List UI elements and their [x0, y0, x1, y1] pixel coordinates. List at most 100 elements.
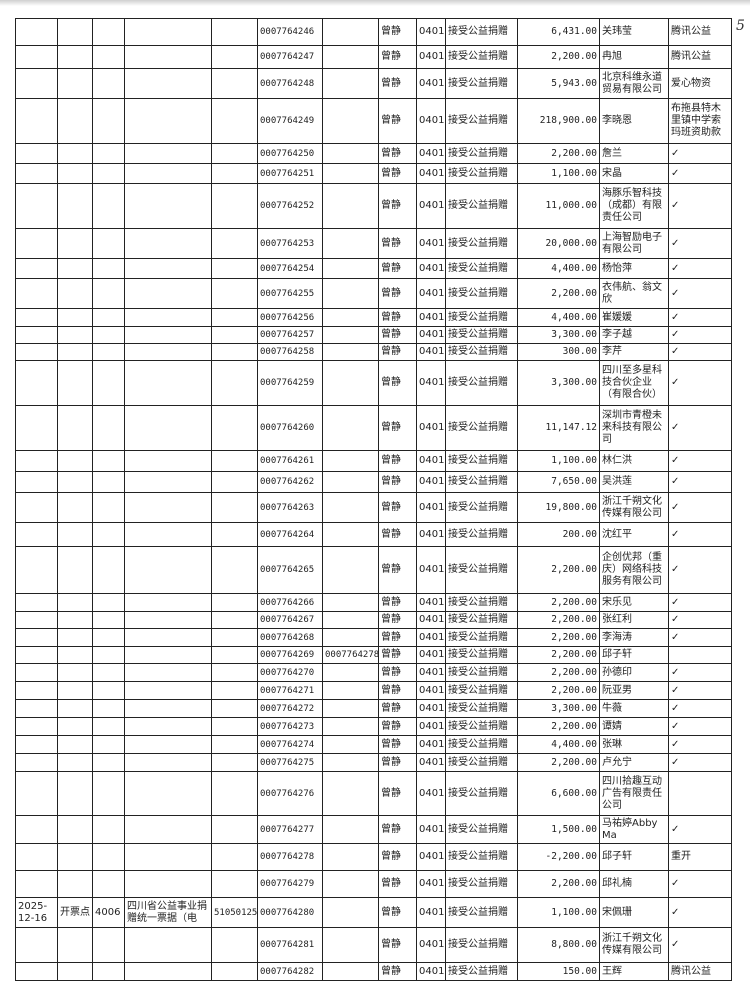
donor-cell: 马祐婷Abby Ma — [599, 815, 669, 844]
description-cell: 接受公益捐赠 — [445, 753, 518, 772]
note-cell: 爱心物资 — [668, 68, 732, 99]
check-mark-icon: ✓ — [668, 163, 732, 184]
invoice-number-cell: 0007764263 — [257, 492, 323, 523]
code-cell — [92, 699, 125, 718]
location-cell — [57, 405, 93, 451]
donor-cell: 四川拾趣互动广告有限责任公司 — [599, 771, 669, 816]
amount-cell: 2,200.00 — [517, 870, 600, 898]
description-cell: 接受公益捐赠 — [445, 450, 518, 472]
description-cell: 接受公益捐赠 — [445, 735, 518, 754]
table-row: 0007764274 曾静 0401 接受公益捐赠 4,400.00 张琳 ✓ — [15, 735, 732, 754]
check-mark-icon: ✓ — [668, 492, 732, 523]
invoice-number-cell: 0007764270 — [257, 663, 323, 682]
date-cell — [15, 717, 58, 736]
table-row: 0007764256 曾静 0401 接受公益捐赠 4,400.00 崔媛媛 ✓ — [15, 308, 732, 327]
subject-code-cell: 0401 — [416, 753, 446, 772]
invoice-type-cell — [124, 870, 212, 898]
handler-cell: 曾静 — [378, 771, 417, 816]
description-cell: 接受公益捐赠 — [445, 163, 518, 184]
invoice-type-cell — [124, 843, 212, 871]
subject-code-cell: 0401 — [416, 308, 446, 327]
location-cell — [57, 522, 93, 547]
check-mark-icon: ✓ — [668, 897, 732, 928]
region-code-cell — [211, 98, 258, 144]
region-code-cell — [211, 308, 258, 327]
invoice-number-cell: 0007764253 — [257, 228, 323, 259]
subject-code-cell: 0401 — [416, 68, 446, 99]
region-code-cell — [211, 771, 258, 816]
date-cell — [15, 699, 58, 718]
subject-code-cell: 0401 — [416, 471, 446, 493]
invoice-number-cell: 0007764247 — [257, 45, 323, 69]
subject-code-cell: 0401 — [416, 663, 446, 682]
code-cell — [92, 405, 125, 451]
description-cell: 接受公益捐赠 — [445, 870, 518, 898]
location-cell — [57, 228, 93, 259]
location-cell — [57, 717, 93, 736]
reference-number-cell — [322, 611, 379, 629]
subject-code-cell: 0401 — [416, 962, 446, 981]
invoice-type-cell — [124, 163, 212, 184]
reference-number-cell — [322, 45, 379, 69]
check-mark-icon: ✓ — [668, 143, 732, 164]
check-mark-icon: ✓ — [668, 815, 732, 844]
date-cell — [15, 45, 58, 69]
description-cell: 接受公益捐赠 — [445, 471, 518, 493]
date-cell — [15, 492, 58, 523]
invoice-number-cell: 0007764246 — [257, 18, 323, 46]
amount-cell: 300.00 — [517, 343, 600, 361]
date-cell — [15, 258, 58, 279]
table-row: 0007764279 曾静 0401 接受公益捐赠 2,200.00 邱礼楠 ✓ — [15, 870, 732, 898]
description-cell: 接受公益捐赠 — [445, 98, 518, 144]
location-cell — [57, 628, 93, 647]
subject-code-cell: 0401 — [416, 897, 446, 928]
code-cell — [92, 343, 125, 361]
invoice-type-cell — [124, 735, 212, 754]
subject-code-cell: 0401 — [416, 681, 446, 700]
invoice-number-cell: 0007764262 — [257, 471, 323, 493]
amount-cell: 1,100.00 — [517, 163, 600, 184]
code-cell — [92, 522, 125, 547]
description-cell: 接受公益捐赠 — [445, 593, 518, 612]
table-row: 0007764276 曾静 0401 接受公益捐赠 6,600.00 四川拾趣互动广告有限… — [15, 771, 732, 816]
invoice-number-cell: 0007764279 — [257, 870, 323, 898]
donor-cell: 张琳 — [599, 735, 669, 754]
table-row: 0007764277 曾静 0401 接受公益捐赠 1,500.00 马祐婷Abby Ma… — [15, 815, 732, 844]
reference-number-cell — [322, 843, 379, 871]
region-code-cell — [211, 326, 258, 344]
table-row: 0007764278 曾静 0401 接受公益捐赠 -2,200.00 邱子轩 重开 — [15, 843, 732, 871]
description-cell: 接受公益捐赠 — [445, 45, 518, 69]
invoice-type-cell — [124, 343, 212, 361]
handler-cell: 曾静 — [378, 753, 417, 772]
description-cell: 接受公益捐赠 — [445, 611, 518, 629]
donor-cell: 王辉 — [599, 962, 669, 981]
reference-number-cell — [322, 522, 379, 547]
subject-code-cell: 0401 — [416, 870, 446, 898]
amount-cell: 200.00 — [517, 522, 600, 547]
table-row: 0007764265 曾静 0401 接受公益捐赠 2,200.00 企创优邦（重庆）网络… — [15, 546, 732, 594]
invoice-number-cell: 0007764267 — [257, 611, 323, 629]
invoice-number-cell: 0007764282 — [257, 962, 323, 981]
subject-code-cell: 0401 — [416, 143, 446, 164]
invoice-type-cell — [124, 143, 212, 164]
handler-cell: 曾静 — [378, 897, 417, 928]
reference-number-cell — [322, 326, 379, 344]
donor-cell: 冉旭 — [599, 45, 669, 69]
subject-code-cell: 0401 — [416, 628, 446, 647]
table-row: 0007764251 曾静 0401 接受公益捐赠 1,100.00 宋晶 ✓ — [15, 163, 732, 184]
table-row: 0007764260 曾静 0401 接受公益捐赠 11,147.12 深圳市青橙未来科技… — [15, 405, 732, 451]
reference-number-cell — [322, 897, 379, 928]
check-mark-icon: ✓ — [668, 450, 732, 472]
amount-cell: 4,400.00 — [517, 258, 600, 279]
location-cell: 开票点 — [57, 897, 93, 928]
invoice-number-cell: 0007764261 — [257, 450, 323, 472]
code-cell: 4006 — [92, 897, 125, 928]
reference-number-cell — [322, 753, 379, 772]
handler-cell: 曾静 — [378, 45, 417, 69]
handler-cell: 曾静 — [378, 870, 417, 898]
check-mark-icon: ✓ — [668, 278, 732, 309]
amount-cell: 19,800.00 — [517, 492, 600, 523]
location-cell — [57, 771, 93, 816]
table-row: 0007764255 曾静 0401 接受公益捐赠 2,200.00 衣伟航、翁文欣 ✓ — [15, 278, 732, 309]
date-cell — [15, 18, 58, 46]
